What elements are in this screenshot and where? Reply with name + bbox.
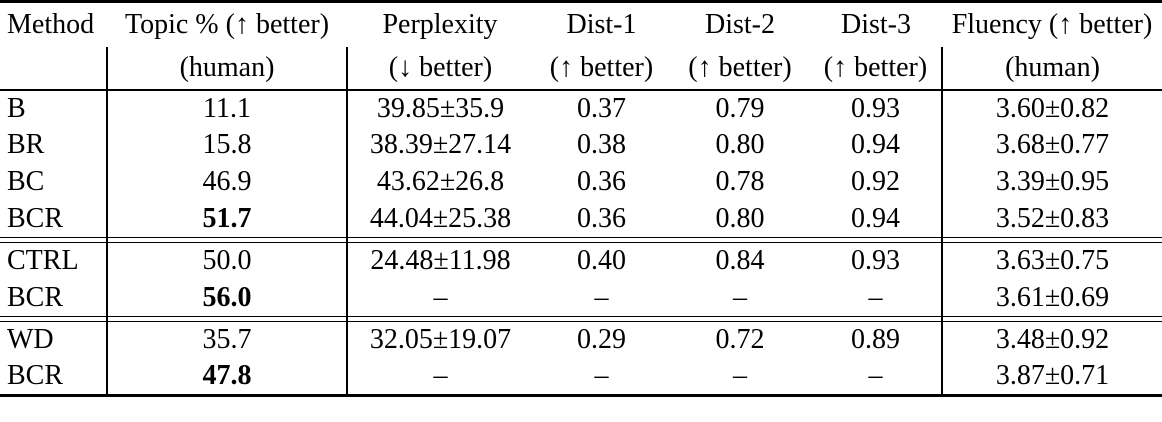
col-subheader-method xyxy=(0,46,107,91)
dist2-cell: 0.79 xyxy=(715,92,765,124)
dist3-cell: – xyxy=(868,360,883,392)
fluency-cell: 3.68±0.77 xyxy=(941,126,1162,164)
method-cell: BR xyxy=(7,129,45,160)
header-row-sub: (human) (↓ better) (↑ better) (↑ better)… xyxy=(0,46,1162,91)
dist3-cell: – xyxy=(868,281,883,313)
perplexity-cell: 39.85±35.9 xyxy=(376,92,505,124)
col-subheader-topic: (human) xyxy=(106,46,348,91)
col-subheader-perplexity: (↓ better) xyxy=(347,46,533,91)
topic-cell: 35.7 xyxy=(106,321,348,359)
dist3-cell: 0.93 xyxy=(851,92,900,124)
dist1-cell: 0.38 xyxy=(577,129,626,160)
dist2-cell: 0.78 xyxy=(715,166,765,197)
dist2-cell: 0.84 xyxy=(715,245,765,277)
fluency-cell: 3.39±0.95 xyxy=(941,163,1162,201)
table-row: BCR 56.0 – – – – 3.61±0.69 xyxy=(0,279,1162,317)
method-cell: BCR xyxy=(7,360,64,392)
col-header-perplexity: Perplexity xyxy=(382,8,498,40)
col-header-fluency: Fluency (↑ better) xyxy=(951,8,1153,40)
topic-cell: 15.8 xyxy=(106,126,348,164)
dist3-cell: 0.94 xyxy=(851,202,900,234)
results-table: Method Topic % (↑ better) Perplexity Dis… xyxy=(0,0,1162,397)
dist2-cell: 0.80 xyxy=(715,202,765,234)
method-cell: B xyxy=(7,92,26,124)
topic-cell: 46.9 xyxy=(106,163,348,201)
dist1-cell: 0.29 xyxy=(577,324,626,356)
col-header-method: Method xyxy=(7,8,95,40)
perplexity-cell: – xyxy=(433,360,448,392)
col-subheader-fluency: (human) xyxy=(941,46,1162,91)
col-header-dist1: Dist-1 xyxy=(566,8,637,40)
topic-cell: 51.7 xyxy=(106,200,348,238)
dist2-cell: 0.80 xyxy=(715,129,765,160)
dist1-cell: 0.36 xyxy=(577,166,626,197)
table-row: BC 46.9 43.62±26.8 0.36 0.78 0.92 3.39±0… xyxy=(0,163,1162,201)
method-cell: BC xyxy=(7,166,45,197)
perplexity-cell: 32.05±19.07 xyxy=(369,324,512,356)
method-cell: BCR xyxy=(7,202,64,234)
dist1-cell: 0.40 xyxy=(577,245,626,277)
fluency-cell: 3.61±0.69 xyxy=(941,279,1162,317)
col-header-dist2: Dist-2 xyxy=(705,8,775,40)
fluency-cell: 3.52±0.83 xyxy=(941,200,1162,238)
dist3-cell: 0.93 xyxy=(851,245,900,277)
table-header: Method Topic % (↑ better) Perplexity Dis… xyxy=(0,2,1162,91)
col-header-topic: Topic % (↑ better) xyxy=(124,8,330,40)
fluency-cell: 3.60±0.82 xyxy=(941,89,1162,127)
table-row: B 11.1 39.85±35.9 0.37 0.79 0.93 3.60±0.… xyxy=(0,89,1162,127)
topic-cell: 50.0 xyxy=(106,242,348,280)
method-cell: CTRL xyxy=(7,245,79,277)
perplexity-cell: 43.62±26.8 xyxy=(376,166,505,197)
dist2-cell: – xyxy=(733,360,747,392)
perplexity-cell: 24.48±11.98 xyxy=(370,245,511,277)
dist1-cell: 0.37 xyxy=(577,92,626,124)
perplexity-cell: – xyxy=(433,281,448,313)
section-divider xyxy=(0,316,1162,322)
topic-cell: 11.1 xyxy=(106,89,348,127)
perplexity-cell: 44.04±25.38 xyxy=(369,202,512,234)
topic-cell: 47.8 xyxy=(106,358,348,396)
section-wd: WD 35.7 32.05±19.07 0.29 0.72 0.89 3.48±… xyxy=(0,321,1162,396)
dist3-cell: 0.94 xyxy=(851,129,900,160)
section-divider xyxy=(0,237,1162,243)
dist3-cell: 0.92 xyxy=(851,166,900,197)
double-rule xyxy=(0,237,1162,243)
method-cell: WD xyxy=(7,324,54,356)
dist2-cell: 0.72 xyxy=(715,324,765,356)
table-row: BCR 47.8 – – – – 3.87±0.71 xyxy=(0,358,1162,396)
dist2-cell: – xyxy=(733,281,747,313)
dist3-cell: 0.89 xyxy=(851,324,900,356)
col-header-dist3: Dist-3 xyxy=(841,8,911,40)
table-row: WD 35.7 32.05±19.07 0.29 0.72 0.89 3.48±… xyxy=(0,321,1162,359)
dist1-cell: 0.36 xyxy=(577,202,626,234)
method-cell: BCR xyxy=(7,281,64,313)
table-row: CTRL 50.0 24.48±11.98 0.40 0.84 0.93 3.6… xyxy=(0,242,1162,280)
dist1-cell: – xyxy=(594,281,609,313)
section-ctrl: CTRL 50.0 24.48±11.98 0.40 0.84 0.93 3.6… xyxy=(0,242,1162,317)
table-row: BCR 51.7 44.04±25.38 0.36 0.80 0.94 3.52… xyxy=(0,200,1162,238)
table-row: BR 15.8 38.39±27.14 0.38 0.80 0.94 3.68±… xyxy=(0,126,1162,164)
section-baseline: B 11.1 39.85±35.9 0.37 0.79 0.93 3.60±0.… xyxy=(0,89,1162,238)
fluency-cell: 3.48±0.92 xyxy=(941,321,1162,359)
double-rule xyxy=(0,316,1162,322)
col-subheader-dist1: (↑ better) xyxy=(533,46,670,91)
perplexity-cell: 38.39±27.14 xyxy=(369,129,512,160)
header-row-main: Method Topic % (↑ better) Perplexity Dis… xyxy=(0,2,1162,47)
fluency-cell: 3.87±0.71 xyxy=(941,358,1162,396)
dist1-cell: – xyxy=(594,360,609,392)
col-subheader-dist2: (↑ better) xyxy=(670,46,810,91)
col-subheader-dist3: (↑ better) xyxy=(810,46,942,91)
fluency-cell: 3.63±0.75 xyxy=(941,242,1162,280)
topic-cell: 56.0 xyxy=(106,279,348,317)
